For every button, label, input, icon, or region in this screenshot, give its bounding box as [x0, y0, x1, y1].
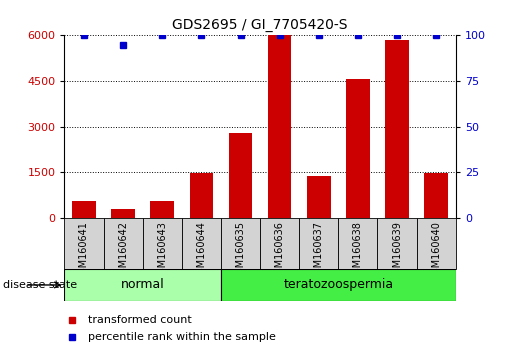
Bar	[104, 218, 143, 269]
Bar	[260, 218, 299, 269]
Text: GSM160641: GSM160641	[79, 221, 89, 280]
Bar	[111, 209, 135, 218]
Bar	[190, 173, 213, 218]
Bar	[417, 218, 456, 269]
Bar	[143, 218, 182, 269]
Text: GSM160637: GSM160637	[314, 221, 324, 280]
Bar	[299, 218, 338, 269]
Text: GSM160635: GSM160635	[235, 221, 246, 280]
Bar	[377, 218, 417, 269]
Text: GSM160638: GSM160638	[353, 221, 363, 280]
Bar	[385, 40, 409, 218]
Bar	[64, 218, 104, 269]
Text: transformed count: transformed count	[88, 315, 192, 325]
Bar	[150, 201, 174, 218]
Title: GDS2695 / GI_7705420-S: GDS2695 / GI_7705420-S	[173, 18, 348, 32]
Text: GSM160636: GSM160636	[274, 221, 285, 280]
Bar	[182, 218, 221, 269]
Text: GSM160640: GSM160640	[431, 221, 441, 280]
Text: normal: normal	[121, 279, 164, 291]
Bar	[221, 218, 260, 269]
Text: disease state: disease state	[3, 280, 77, 290]
Text: GSM160643: GSM160643	[157, 221, 167, 280]
Bar	[424, 173, 448, 218]
Text: teratozoospermia: teratozoospermia	[283, 279, 393, 291]
Bar	[229, 133, 252, 218]
Bar	[346, 79, 370, 218]
Bar	[268, 35, 291, 218]
Text: GSM160639: GSM160639	[392, 221, 402, 280]
Text: percentile rank within the sample: percentile rank within the sample	[88, 332, 276, 342]
Bar	[72, 201, 96, 218]
Text: GSM160642: GSM160642	[118, 221, 128, 280]
Bar	[338, 218, 377, 269]
Bar	[64, 269, 221, 301]
Bar	[221, 269, 456, 301]
Text: GSM160644: GSM160644	[196, 221, 207, 280]
Bar	[307, 176, 331, 218]
